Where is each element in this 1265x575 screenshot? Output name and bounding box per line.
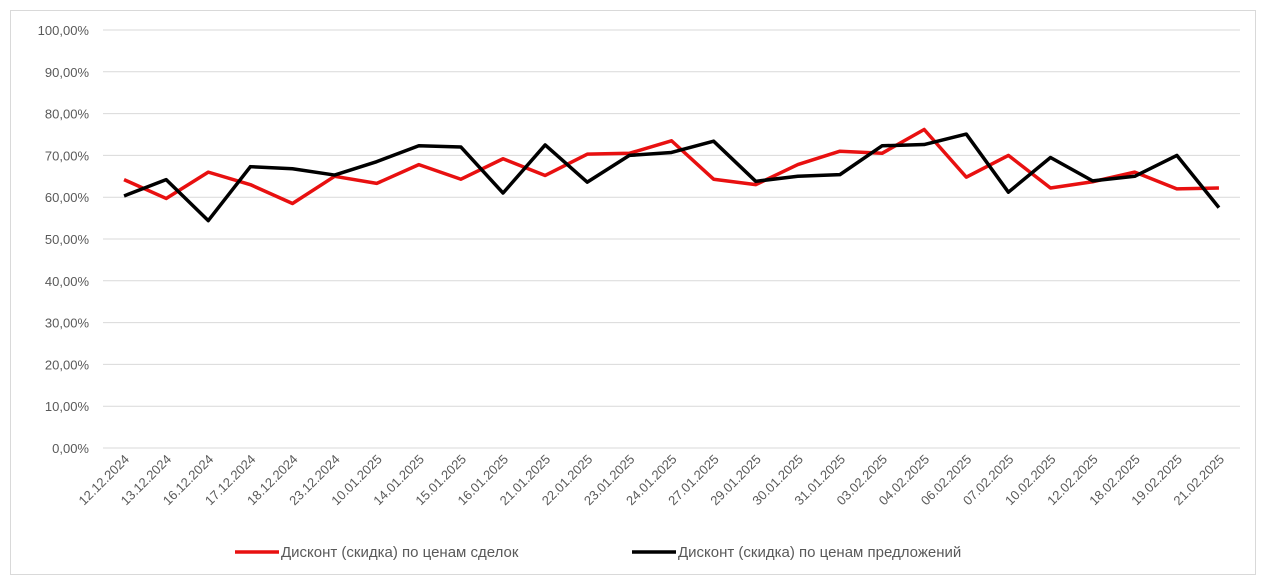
y-tick-label: 20,00% (45, 357, 90, 372)
y-tick-label: 50,00% (45, 232, 90, 247)
y-tick-label: 60,00% (45, 190, 90, 205)
y-tick-label: 30,00% (45, 316, 90, 331)
y-tick-label: 40,00% (45, 274, 90, 289)
y-tick-label: 0,00% (52, 441, 89, 456)
y-tick-label: 70,00% (45, 148, 90, 163)
y-tick-label: 10,00% (45, 399, 90, 414)
y-tick-label: 80,00% (45, 107, 90, 122)
line-series (123, 132, 1221, 223)
chart-border (10, 10, 1256, 575)
legend-label: Дисконт (скидка) по ценам предложений (678, 544, 961, 561)
y-tick-label: 90,00% (45, 65, 90, 80)
legend-label: Дисконт (скидка) по ценам сделок (281, 544, 519, 561)
y-tick-label: 100,00% (38, 23, 90, 38)
line-series (123, 127, 1219, 206)
